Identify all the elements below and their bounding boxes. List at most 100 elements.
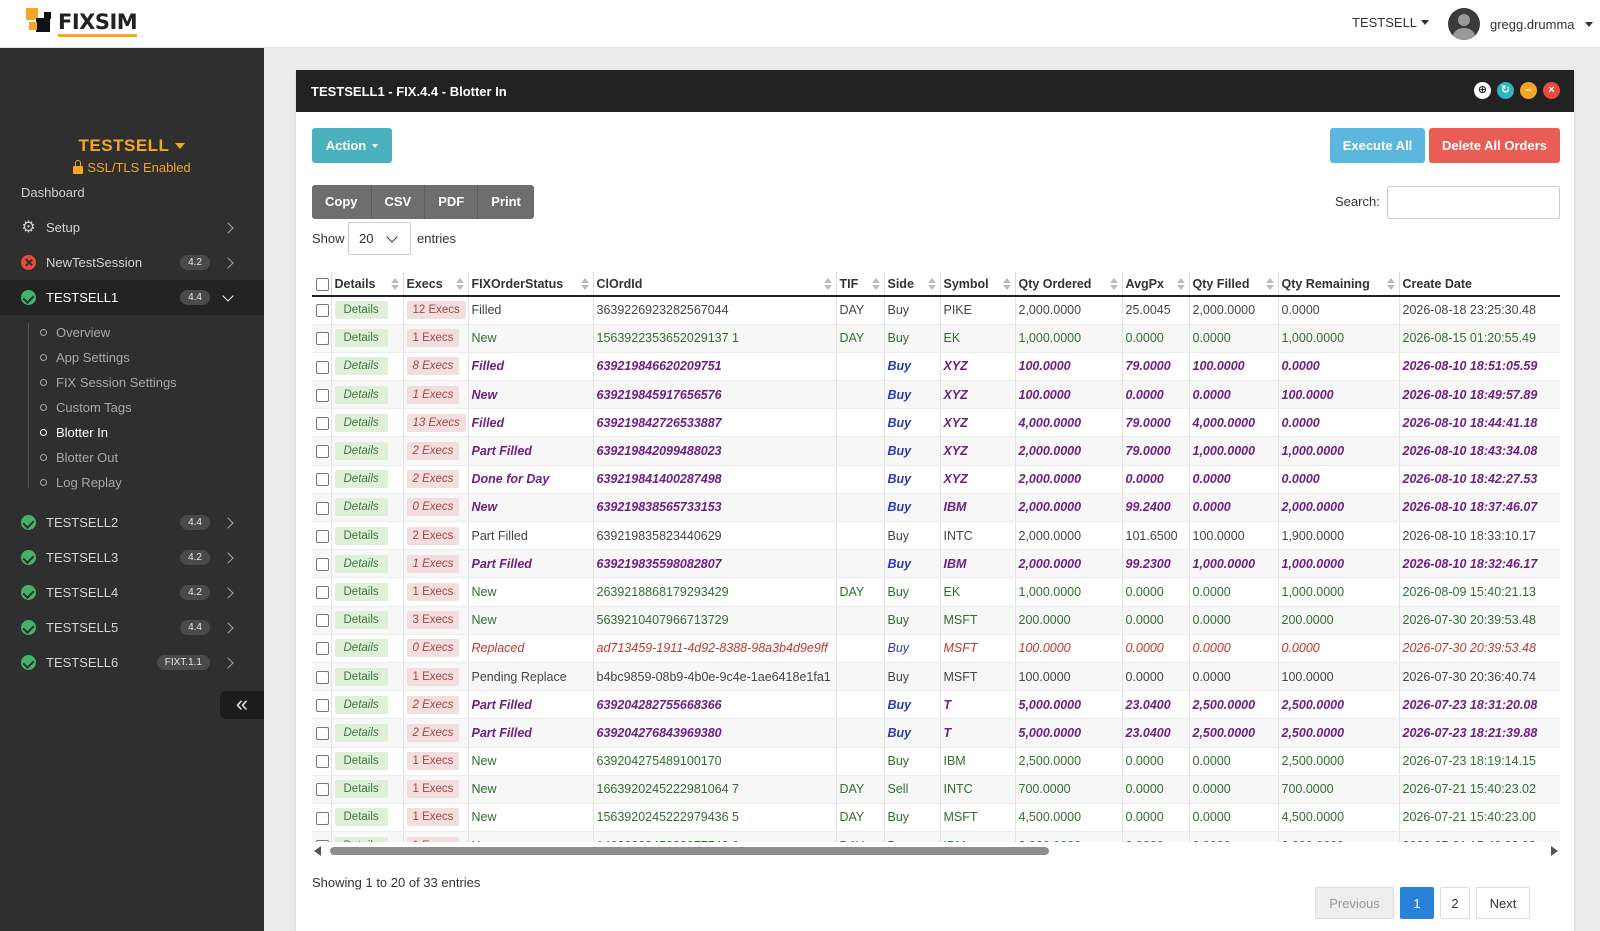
execs-button[interactable]: 1 Execs [406, 554, 460, 573]
fixsim-logo[interactable]: FIXSIM [26, 8, 138, 38]
horizontal-scrollbar[interactable] [312, 846, 1560, 856]
details-button[interactable]: Details [334, 667, 388, 686]
submenu-item-overview[interactable]: Overview [40, 325, 110, 340]
column-header-qty-remaining[interactable]: Qty Remaining [1278, 272, 1400, 297]
delete-all-orders-button[interactable]: Delete All Orders [1429, 128, 1560, 163]
details-button[interactable]: Details [334, 695, 388, 714]
row-checkbox[interactable] [316, 698, 329, 712]
execs-button[interactable]: 1 Execs [406, 385, 460, 404]
execs-button[interactable]: 2 Execs [406, 695, 460, 714]
row-checkbox[interactable] [316, 755, 329, 769]
execs-button[interactable]: 2 Execs [406, 723, 460, 742]
submenu-item-log-replay[interactable]: Log Replay [40, 475, 122, 490]
submenu-item-fix-session-settings[interactable]: FIX Session Settings [40, 375, 177, 390]
sidebar-item-testsell5[interactable]: TESTSELL5 4.4 [0, 610, 264, 645]
table-row[interactable]: Details 2 Execs Part Filled 639219842099488… [312, 436, 1560, 466]
column-header-tif[interactable]: TIF [836, 272, 885, 297]
column-header-create-date[interactable]: Create Date [1399, 272, 1560, 297]
details-button[interactable]: Details [334, 329, 388, 348]
refresh-icon[interactable]: ↻ [1497, 82, 1514, 99]
column-header-execs[interactable]: Execs [403, 272, 469, 297]
table-row[interactable]: Details 1 Execs Part Filled 639219835598082… [312, 549, 1560, 579]
sidebar-item-setup[interactable]: ⚙ Setup [0, 210, 264, 245]
row-checkbox[interactable] [316, 586, 329, 600]
copy-button[interactable]: Copy [312, 185, 372, 219]
table-row[interactable]: Details 2 Execs Done for Day 63921984140028… [312, 465, 1560, 494]
details-button[interactable]: Details [334, 836, 388, 842]
execute-all-button[interactable]: Execute All [1330, 128, 1425, 163]
table-row[interactable]: Details 1 Execs New 1563920245222979436 5 DA… [312, 803, 1560, 833]
scrollbar-thumb[interactable] [330, 847, 1049, 855]
table-row[interactable]: Details 1 Execs New 639204275489100170 Buy IB… [312, 747, 1560, 776]
row-checkbox[interactable] [316, 670, 329, 684]
table-row[interactable]: Details 1 Execs New 2639218868179293429 DAY B… [312, 577, 1560, 607]
row-checkbox[interactable] [316, 529, 329, 543]
select-all-header[interactable] [312, 272, 332, 297]
row-checkbox[interactable] [316, 557, 329, 571]
details-button[interactable]: Details [334, 808, 388, 827]
submenu-item-custom-tags[interactable]: Custom Tags [40, 400, 132, 415]
select-all-checkbox[interactable] [316, 277, 329, 291]
column-header-qty-filled[interactable]: Qty Filled [1189, 272, 1279, 297]
execs-button[interactable]: 1 Execs [406, 329, 460, 348]
details-button[interactable]: Details [334, 301, 388, 320]
row-checkbox[interactable] [316, 642, 329, 656]
table-row[interactable]: Details 0 Execs Replaced ad713459-1911-4d92… [312, 634, 1560, 663]
row-checkbox[interactable] [316, 839, 329, 842]
sidebar-session-dropdown[interactable]: TESTSELL [79, 136, 186, 156]
row-checkbox[interactable] [316, 473, 329, 487]
table-row[interactable]: Details 8 Execs Filled 639219846620209751 Bu… [312, 352, 1560, 382]
row-checkbox[interactable] [316, 501, 329, 515]
row-checkbox[interactable] [316, 445, 329, 459]
minimize-icon[interactable]: – [1520, 82, 1537, 99]
print-button[interactable]: Print [478, 185, 534, 219]
details-button[interactable]: Details [334, 639, 388, 658]
table-row[interactable]: Details 2 Execs Part Filled 639204276843969… [312, 718, 1560, 748]
sidebar-item-testsell6[interactable]: TESTSELL6 FIXT.1.1 [0, 645, 264, 680]
next-page-button[interactable]: Next [1476, 887, 1530, 919]
execs-button[interactable]: 1 Execs [406, 582, 460, 601]
details-button[interactable]: Details [334, 413, 388, 432]
details-button[interactable]: Details [334, 357, 388, 376]
sidebar-item-testsell4[interactable]: TESTSELL4 4.2 [0, 575, 264, 610]
action-dropdown-button[interactable]: Action [312, 128, 392, 163]
table-row[interactable]: Details 2 Execs Part Filled 639204282755668… [312, 690, 1560, 720]
column-header-avgpx[interactable]: AvgPx [1122, 272, 1190, 297]
row-checkbox[interactable] [316, 304, 329, 318]
column-header-details[interactable]: Details [331, 272, 404, 297]
details-button[interactable]: Details [334, 723, 388, 742]
entries-per-page-select[interactable]: 20 [348, 222, 411, 255]
table-row[interactable]: Details 1 Execs New 1663920245222981064 7 DA… [312, 775, 1560, 804]
details-button[interactable]: Details [334, 526, 388, 545]
sidebar-item-testsell2[interactable]: TESTSELL2 4.4 [0, 505, 264, 540]
details-button[interactable]: Details [334, 498, 388, 517]
search-input[interactable] [1387, 186, 1560, 219]
details-button[interactable]: Details [334, 611, 388, 630]
table-row[interactable]: Details 3 Execs New 5639210407966713729 Buy M… [312, 606, 1560, 635]
table-row[interactable]: Details 1 Execs New 1563922353652029137 1 DA… [312, 324, 1560, 353]
execs-button[interactable]: 2 Execs [406, 526, 460, 545]
row-checkbox[interactable] [316, 811, 329, 825]
execs-button[interactable]: 0 Execs [406, 639, 460, 658]
table-row[interactable]: Details 1 Execs Pending Replace b4bc9859-08… [312, 662, 1560, 692]
column-header-qty-ordered[interactable]: Qty Ordered [1015, 272, 1123, 297]
row-checkbox[interactable] [316, 783, 329, 797]
execs-button[interactable]: 2 Execs [406, 470, 460, 489]
table-row[interactable]: Details 2 Execs Part Filled 639219835823440… [312, 521, 1560, 551]
user-menu[interactable]: gregg.drumma [1448, 8, 1593, 40]
previous-page-button[interactable]: Previous [1315, 887, 1394, 919]
execs-button[interactable]: 1 Execs [406, 752, 460, 771]
details-button[interactable]: Details [334, 752, 388, 771]
sidebar-item-dashboard[interactable]: Dashboard [21, 185, 85, 200]
close-icon[interactable]: × [1543, 82, 1560, 99]
row-checkbox[interactable] [316, 727, 329, 740]
page-2-button[interactable]: 2 [1440, 887, 1470, 919]
table-row[interactable]: Details 0 Execs New 639219838565733153 Buy IB… [312, 493, 1560, 523]
details-button[interactable]: Details [334, 385, 388, 404]
details-button[interactable]: Details [334, 554, 388, 573]
row-checkbox[interactable] [316, 388, 329, 402]
execs-button[interactable]: 0 Execs [406, 498, 460, 517]
column-header-fixorderstatus[interactable]: FIXOrderStatus [468, 272, 594, 297]
csv-button[interactable]: CSV [371, 185, 426, 219]
execs-button[interactable]: 13 Execs [406, 413, 466, 432]
